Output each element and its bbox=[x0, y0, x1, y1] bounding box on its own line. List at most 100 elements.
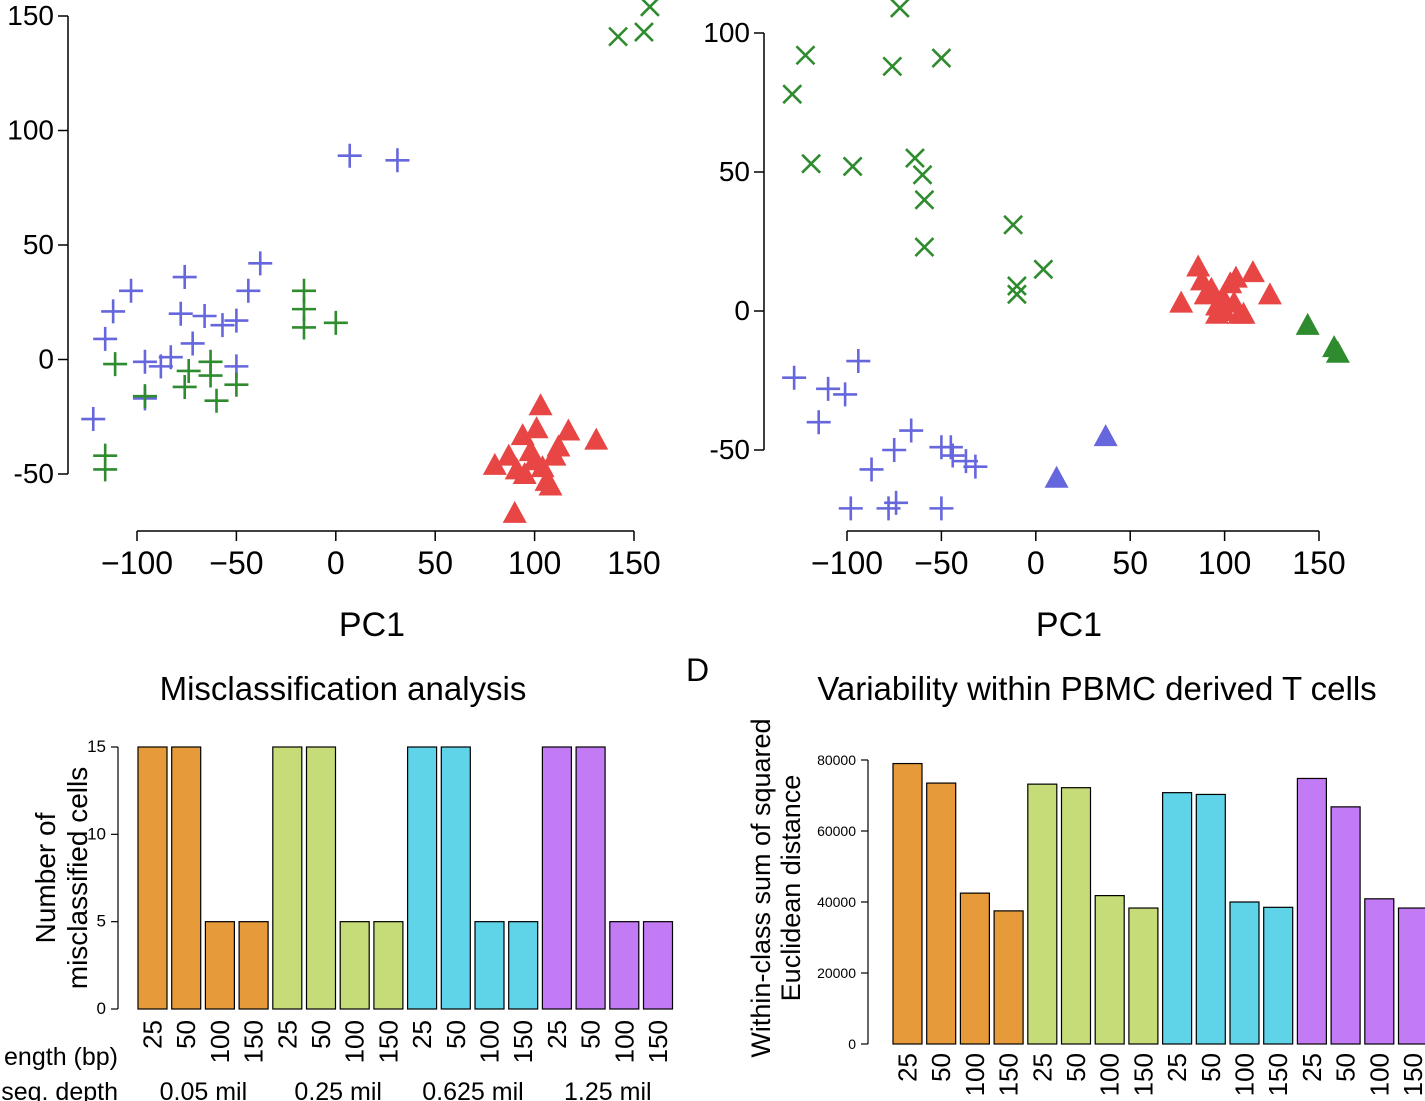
bar bbox=[575, 746, 606, 1010]
y-tick-label: 50 bbox=[719, 156, 750, 187]
x-tick-label: 150 bbox=[1292, 545, 1345, 581]
category-label: 150 bbox=[994, 1053, 1024, 1096]
bar bbox=[541, 746, 573, 1010]
data-point-plus bbox=[940, 443, 965, 468]
bar bbox=[1296, 777, 1328, 1045]
group-label: 0.25 mil bbox=[294, 1078, 382, 1101]
data-point-triangle bbox=[1325, 340, 1350, 363]
data-point-x bbox=[889, 0, 910, 18]
x-axis-label: PC1 bbox=[339, 606, 405, 644]
category-label: 50 bbox=[1061, 1053, 1091, 1082]
category-label: 150 bbox=[373, 1020, 403, 1063]
y-tick-label: 100 bbox=[703, 17, 750, 48]
group-label: 0.625 mil bbox=[422, 1078, 523, 1101]
x-tick-label: −50 bbox=[914, 545, 968, 581]
data-point-plus bbox=[816, 376, 841, 401]
bar bbox=[1161, 792, 1193, 1045]
row-label: seq. depth bbox=[1, 1078, 118, 1101]
bar bbox=[137, 746, 168, 1010]
category-label: 25 bbox=[893, 1053, 923, 1082]
bar bbox=[339, 921, 370, 1010]
category-label: 25 bbox=[542, 1020, 572, 1049]
x-tick-label: 0 bbox=[327, 545, 345, 581]
bar bbox=[440, 746, 471, 1010]
bar bbox=[609, 921, 640, 1010]
y-tick-label: 0 bbox=[734, 295, 750, 326]
data-point-plus bbox=[158, 345, 183, 370]
category-label: 100 bbox=[340, 1020, 370, 1063]
data-point-x bbox=[1003, 214, 1024, 235]
data-point-plus bbox=[192, 303, 217, 328]
data-point-x bbox=[931, 48, 952, 68]
category-label: 150 bbox=[1398, 1053, 1425, 1096]
bar bbox=[1195, 793, 1226, 1045]
category-label: 25 bbox=[1297, 1053, 1327, 1082]
x-tick-label: −100 bbox=[101, 545, 173, 581]
y-axis-label: Within-class sum of squared bbox=[746, 718, 776, 1057]
bar bbox=[993, 910, 1024, 1045]
category-label: 150 bbox=[643, 1020, 673, 1063]
category-label: 100 bbox=[609, 1020, 639, 1063]
x-tick-label: −50 bbox=[209, 545, 263, 581]
bar bbox=[642, 921, 674, 1010]
category-label: 100 bbox=[1095, 1053, 1125, 1096]
y-axis-label: Number of bbox=[30, 812, 61, 943]
data-point-triangle bbox=[502, 500, 527, 523]
bar bbox=[1060, 787, 1092, 1045]
data-point-triangle bbox=[510, 423, 535, 446]
data-point-triangle bbox=[546, 434, 571, 457]
category-label: 100 bbox=[1230, 1053, 1260, 1096]
x-tick-label: 0 bbox=[1027, 545, 1045, 581]
data-point-x bbox=[914, 237, 935, 257]
data-point-x bbox=[914, 189, 935, 210]
x-tick-label: 100 bbox=[1198, 545, 1251, 581]
category-label: 150 bbox=[508, 1020, 538, 1063]
chart-title: Variability within PBMC derived T cells bbox=[817, 670, 1376, 707]
data-point-triangle bbox=[528, 393, 553, 416]
y-tick-label: 50 bbox=[23, 229, 54, 260]
group-label: 1.25 mil bbox=[564, 1078, 652, 1101]
data-point-plus bbox=[93, 443, 118, 468]
data-point-x bbox=[639, 0, 660, 17]
bar bbox=[1330, 806, 1361, 1045]
x-tick-label: 100 bbox=[508, 545, 561, 581]
category-label: 100 bbox=[960, 1053, 990, 1096]
data-point-plus bbox=[882, 438, 907, 462]
bar bbox=[1229, 901, 1260, 1045]
data-point-plus bbox=[833, 382, 858, 407]
data-point-x bbox=[1007, 276, 1027, 296]
data-point-triangle bbox=[1205, 301, 1230, 324]
y-tick-label: 80000 bbox=[817, 752, 856, 768]
bar-panel-variability: D Variability within PBMC derived T cell… bbox=[686, 652, 1425, 1096]
y-tick-label: 60000 bbox=[817, 823, 856, 839]
data-point-plus bbox=[929, 496, 954, 521]
data-point-x bbox=[1007, 284, 1027, 305]
category-label: 50 bbox=[576, 1020, 606, 1049]
y-tick-label: 0 bbox=[97, 999, 106, 1018]
data-point-triangle bbox=[1169, 290, 1194, 313]
category-label: 50 bbox=[1196, 1053, 1226, 1082]
y-tick-label: 5 bbox=[97, 912, 106, 931]
data-point-plus bbox=[93, 326, 118, 351]
bar bbox=[892, 762, 923, 1045]
data-point-plus bbox=[899, 418, 924, 443]
category-label: 50 bbox=[306, 1020, 336, 1049]
data-point-plus bbox=[859, 457, 884, 482]
data-point-triangle bbox=[538, 473, 563, 496]
bar bbox=[1094, 895, 1125, 1045]
row-label: ength (bp) bbox=[4, 1043, 118, 1071]
category-label: 25 bbox=[1162, 1053, 1192, 1082]
x-axis-label: PC1 bbox=[1036, 606, 1102, 644]
category-label: 150 bbox=[1128, 1053, 1158, 1096]
scatter-panel-right: -50 0 50 100 −100 −50 0 50 100 150 PC1 bbox=[703, 0, 1350, 644]
data-point-triangle bbox=[1227, 301, 1252, 324]
data-point-triangle bbox=[530, 455, 555, 478]
data-point-plus bbox=[103, 352, 128, 377]
bar bbox=[474, 921, 505, 1010]
data-point-x bbox=[801, 153, 822, 174]
data-point-triangle bbox=[496, 443, 521, 466]
y-axis-label: misclassified cells bbox=[62, 767, 93, 990]
data-point-x bbox=[905, 148, 925, 169]
y-tick-label: 100 bbox=[7, 115, 54, 146]
data-point-triangle bbox=[524, 416, 549, 439]
